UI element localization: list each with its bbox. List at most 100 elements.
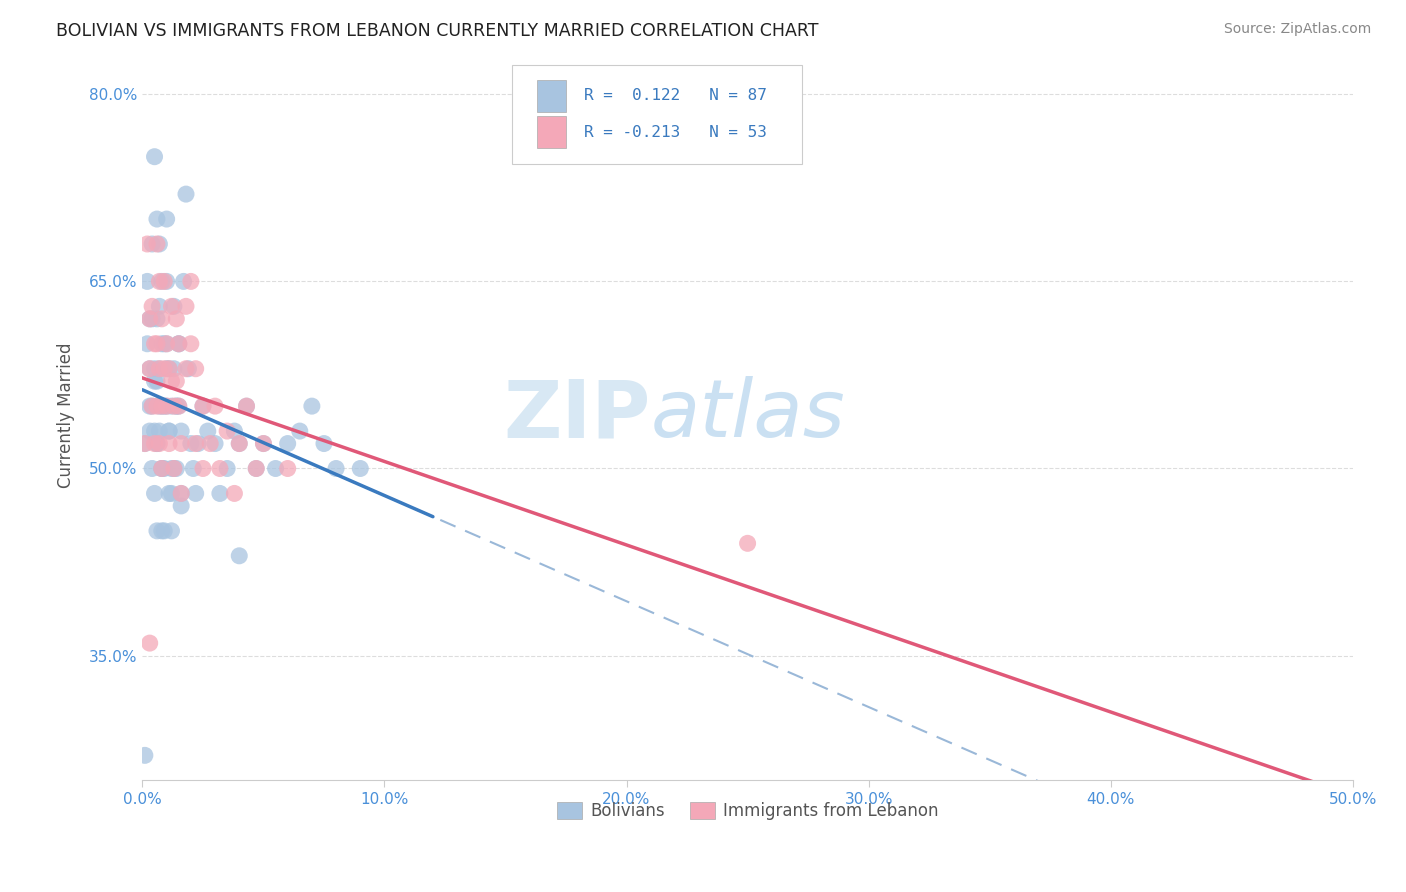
Point [141,311,163,326]
Point [217,461,239,475]
Point [245,461,267,475]
Point [217,424,239,438]
Point [136,237,159,252]
Point [148,399,170,413]
Point [146,237,169,252]
Point [136,336,159,351]
Point [143,361,166,376]
Point [138,311,160,326]
Point [146,524,169,538]
Point [148,424,170,438]
Point [153,461,176,475]
Point [156,399,179,413]
Point [184,361,207,376]
Point [349,461,371,475]
Point [174,361,197,376]
Point [150,311,173,326]
Point [143,374,166,388]
Point [150,461,173,475]
Point [156,361,179,376]
Point [181,461,204,475]
Y-axis label: Currently Married: Currently Married [58,343,75,488]
Point [245,461,267,475]
Point [153,399,176,413]
Point [208,486,231,500]
Point [163,399,186,413]
Point [134,436,156,450]
Point [180,336,202,351]
Point [208,461,231,475]
Point [167,399,190,413]
Point [141,299,163,313]
Point [138,424,160,438]
Point [165,399,187,413]
Point [277,436,299,450]
Point [224,486,246,500]
Point [138,636,160,650]
Point [200,436,222,450]
Point [165,311,187,326]
Text: atlas: atlas [651,376,845,455]
Point [301,399,323,413]
Point [224,424,246,438]
Point [252,436,274,450]
Point [134,436,156,450]
Point [252,436,274,450]
Point [146,374,169,388]
Point [325,461,347,475]
FancyBboxPatch shape [512,65,801,164]
Point [160,399,183,413]
Point [167,336,190,351]
Point [150,524,173,538]
Point [153,274,176,288]
Point [180,274,202,288]
Point [153,336,176,351]
Point [157,486,180,500]
Point [146,399,169,413]
Text: R =  0.122   N = 87: R = 0.122 N = 87 [585,88,768,103]
Point [153,361,176,376]
Point [174,187,197,202]
Point [156,212,179,227]
Point [170,436,193,450]
Point [204,436,226,450]
Point [153,524,176,538]
Point [160,374,183,388]
Text: R = -0.213   N = 53: R = -0.213 N = 53 [585,125,768,140]
Point [228,436,250,450]
Point [163,361,186,376]
Point [160,461,183,475]
Point [156,274,179,288]
Point [157,436,180,450]
Point [187,436,209,450]
Point [138,311,160,326]
Point [180,436,202,450]
Point [138,361,160,376]
Point [184,436,207,450]
Point [150,461,173,475]
Point [157,424,180,438]
Legend: Bolivians, Immigrants from Lebanon: Bolivians, Immigrants from Lebanon [550,795,945,827]
Point [167,336,190,351]
Point [148,361,170,376]
Point [167,399,190,413]
Point [197,424,219,438]
Point [204,399,226,413]
Point [148,274,170,288]
Point [228,549,250,563]
FancyBboxPatch shape [537,80,567,112]
Point [160,524,183,538]
Point [156,336,179,351]
Point [148,299,170,313]
Point [148,237,170,252]
Point [138,361,160,376]
Point [143,486,166,500]
Point [170,486,193,500]
Point [165,374,187,388]
Point [737,536,759,550]
Point [312,436,335,450]
Point [184,486,207,500]
Point [148,436,170,450]
Point [191,461,214,475]
Point [191,399,214,413]
